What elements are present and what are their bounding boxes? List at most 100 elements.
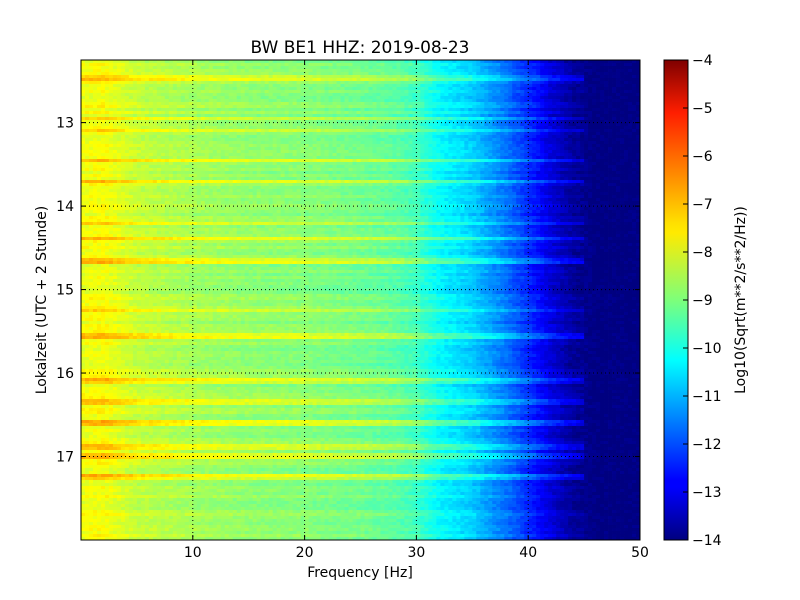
heatmap-cell: [88, 147, 94, 151]
heatmap-cell: [288, 60, 294, 64]
heatmap-cell: [304, 63, 309, 67]
heatmap-cell: [84, 105, 90, 109]
heatmap-cell: [204, 108, 210, 112]
heatmap-cell: [240, 66, 246, 70]
heatmap-cell: [460, 144, 465, 148]
heatmap-cell: [332, 69, 337, 73]
heatmap-cell: [340, 93, 345, 97]
heatmap-cell: [436, 60, 441, 64]
heatmap-cell: [532, 63, 537, 67]
heatmap-cell: [460, 153, 465, 157]
heatmap-cell: [556, 87, 561, 91]
heatmap-cell: [368, 87, 373, 91]
heatmap-cell: [280, 159, 286, 163]
heatmap-cell: [272, 123, 278, 127]
heatmap-cell: [560, 159, 565, 163]
heatmap-cell: [332, 60, 337, 64]
heatmap-cell: [540, 84, 545, 88]
heatmap-cell: [108, 162, 114, 166]
heatmap-cell: [112, 147, 118, 151]
heatmap-cell: [488, 162, 493, 166]
heatmap-cell: [432, 72, 437, 76]
heatmap-cell: [504, 120, 509, 124]
heatmap-cell: [112, 78, 118, 82]
heatmap-cell: [516, 132, 521, 136]
heatmap-cell: [432, 114, 437, 118]
heatmap-cell: [400, 105, 405, 109]
heatmap-cell: [532, 132, 537, 136]
heatmap-cell: [300, 147, 305, 151]
heatmap-cell: [352, 144, 357, 148]
heatmap-cell: [264, 162, 270, 166]
heatmap-cell: [528, 123, 533, 127]
heatmap-cell: [556, 108, 561, 112]
heatmap-cell: [284, 78, 290, 82]
heatmap-cell: [532, 156, 537, 160]
heatmap-cell: [100, 66, 106, 70]
heatmap-cell: [632, 81, 637, 85]
heatmap-cell: [292, 105, 298, 109]
heatmap-cell: [400, 93, 405, 97]
heatmap-cell: [236, 111, 242, 115]
heatmap-cell: [396, 126, 401, 130]
heatmap-cell: [404, 81, 409, 85]
heatmap-cell: [400, 81, 405, 85]
heatmap-cell: [200, 72, 206, 76]
heatmap-cell: [328, 108, 333, 112]
heatmap-cell: [136, 75, 142, 79]
heatmap-cell: [208, 102, 214, 106]
heatmap-cell: [616, 156, 621, 160]
heatmap-cell: [600, 105, 605, 109]
heatmap-cell: [140, 162, 146, 166]
heatmap-cell: [172, 99, 178, 103]
heatmap-cell: [396, 81, 401, 85]
heatmap-cell: [336, 129, 341, 133]
heatmap-cell: [480, 126, 485, 130]
heatmap-cell: [212, 165, 218, 169]
heatmap-cell: [120, 156, 126, 160]
heatmap-cell: [500, 96, 505, 100]
heatmap-cell: [176, 105, 182, 109]
heatmap-cell: [236, 120, 242, 124]
heatmap-cell: [580, 63, 585, 67]
heatmap-cell: [424, 99, 429, 103]
heatmap-cell: [300, 102, 305, 106]
heatmap-cell: [580, 93, 585, 97]
heatmap-cell: [588, 135, 593, 139]
heatmap-cell: [556, 66, 561, 70]
heatmap-cell: [296, 156, 301, 160]
heatmap-cell: [260, 75, 266, 79]
heatmap-cell: [172, 138, 178, 142]
heatmap-cell: [616, 60, 621, 64]
heatmap-cell: [188, 129, 194, 133]
heatmap-cell: [228, 117, 234, 121]
heatmap-cell: [472, 156, 477, 160]
heatmap-cell: [416, 150, 421, 154]
heatmap-cell: [408, 129, 413, 133]
heatmap-cell: [116, 123, 122, 127]
heatmap-cell: [124, 99, 130, 103]
heatmap-cell: [632, 66, 637, 70]
heatmap-cell: [332, 84, 337, 88]
heatmap-cell: [628, 108, 633, 112]
heatmap-cell: [444, 141, 449, 145]
heatmap-cell: [296, 129, 301, 133]
heatmap-cell: [192, 99, 198, 103]
heatmap-cell: [200, 126, 206, 130]
heatmap-cell: [192, 75, 198, 79]
heatmap-cell: [324, 156, 329, 160]
heatmap-cell: [248, 96, 254, 100]
heatmap-cell: [184, 108, 190, 112]
heatmap-cell: [248, 84, 254, 88]
heatmap-cell: [176, 150, 182, 154]
heatmap-cell: [372, 102, 377, 106]
heatmap-cell: [448, 99, 453, 103]
heatmap-cell: [452, 99, 457, 103]
heatmap-cell: [184, 84, 190, 88]
heatmap-cell: [592, 99, 597, 103]
heatmap-cell: [516, 153, 521, 157]
heatmap-cell: [456, 66, 461, 70]
heatmap-cell: [576, 111, 581, 115]
heatmap-cell: [88, 123, 94, 127]
heatmap-cell: [408, 93, 413, 97]
